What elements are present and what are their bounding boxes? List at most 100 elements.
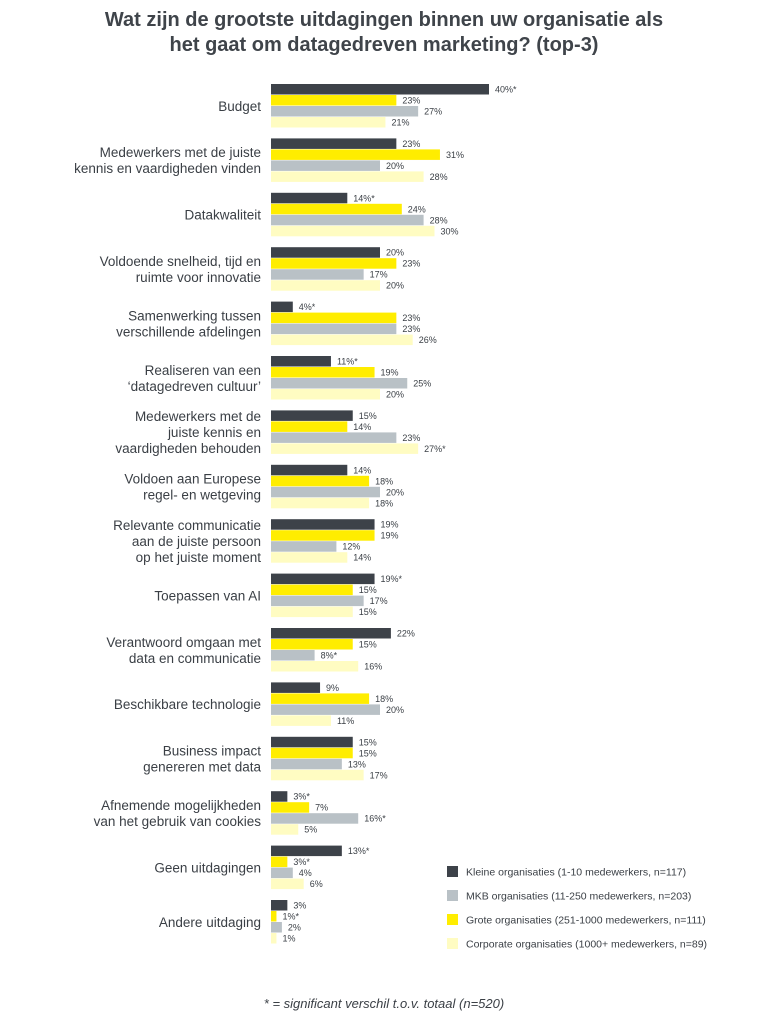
legend-swatch-3 — [447, 890, 458, 901]
bar-4-cat-14 — [271, 824, 299, 835]
value-label-2-cat-10: 15% — [359, 585, 377, 595]
value-label-1-cat-2: 23% — [402, 139, 420, 149]
bar-2-cat-14 — [271, 802, 310, 813]
value-label-1-cat-16: 3% — [293, 901, 306, 911]
value-label-1-cat-12: 9% — [326, 683, 339, 693]
value-label-2-cat-9: 19% — [381, 531, 399, 541]
bar-2-cat-8 — [271, 475, 370, 487]
bar-2-cat-2 — [271, 149, 440, 160]
bar-4-cat-6 — [271, 389, 380, 400]
bar-3-cat-14 — [271, 813, 359, 824]
category-label-12: Beschikbare technologie — [114, 697, 261, 712]
value-label-3-cat-13: 13% — [348, 759, 366, 769]
value-label-2-cat-8: 18% — [375, 476, 393, 486]
bar-3-cat-12 — [271, 704, 380, 715]
bar-2-cat-13 — [271, 747, 353, 759]
value-label-4-cat-11: 16% — [364, 662, 382, 672]
value-label-1-cat-8: 14% — [353, 465, 371, 475]
category-label-16: Andere uitdaging — [159, 915, 261, 930]
legend-swatch-1 — [447, 866, 458, 877]
value-label-3-cat-2: 20% — [386, 161, 404, 171]
bar-2-cat-12 — [271, 693, 370, 704]
bar-2-cat-10 — [271, 584, 353, 596]
bar-2-cat-9 — [271, 530, 375, 541]
bar-3-cat-10 — [271, 595, 364, 607]
value-label-2-cat-2: 31% — [446, 150, 464, 160]
value-label-2-cat-5: 23% — [402, 313, 420, 323]
chart-title: Wat zijn de grootste uitdagingen binnen … — [0, 8, 768, 58]
bar-1-cat-16 — [271, 900, 288, 911]
value-label-4-cat-7: 27%* — [424, 444, 446, 454]
bar-3-cat-9 — [271, 541, 337, 552]
bar-3-cat-13 — [271, 758, 342, 770]
bar-3-cat-15 — [271, 867, 293, 879]
bar-1-cat-3 — [271, 192, 348, 204]
bar-4-cat-10 — [271, 606, 353, 618]
value-label-1-cat-6: 11%* — [337, 357, 358, 367]
bar-4-cat-16 — [271, 933, 277, 944]
bar-1-cat-6 — [271, 356, 331, 367]
bar-4-cat-12 — [271, 715, 331, 726]
value-label-3-cat-10: 17% — [370, 596, 388, 606]
bar-3-cat-7 — [271, 432, 397, 443]
bar-4-cat-4 — [271, 280, 380, 291]
bar-2-cat-5 — [271, 312, 397, 324]
bar-3-cat-3 — [271, 214, 424, 226]
bar-1-cat-8 — [271, 464, 348, 476]
value-label-4-cat-9: 14% — [353, 553, 371, 563]
legend-label-3: MKB organisaties (11-250 medewerkers, n=… — [466, 891, 691, 903]
bar-2-cat-7 — [271, 421, 348, 432]
bar-3-cat-6 — [271, 378, 408, 389]
value-label-4-cat-5: 26% — [419, 335, 437, 345]
value-label-2-cat-13: 15% — [359, 748, 377, 758]
value-label-1-cat-5: 4%* — [299, 302, 316, 312]
value-label-4-cat-2: 28% — [430, 172, 448, 182]
value-label-1-cat-15: 13%* — [348, 846, 370, 856]
bar-3-cat-11 — [271, 650, 315, 661]
category-label-3: Datakwaliteit — [184, 208, 261, 223]
value-label-3-cat-9: 12% — [342, 542, 360, 552]
legend-swatch-2 — [447, 914, 458, 925]
value-label-2-cat-11: 15% — [359, 640, 377, 650]
bar-4-cat-7 — [271, 443, 419, 454]
value-label-2-cat-12: 18% — [375, 694, 393, 704]
bar-2-cat-15 — [271, 856, 288, 868]
value-label-3-cat-5: 23% — [402, 324, 420, 334]
bar-1-cat-4 — [271, 247, 380, 258]
value-label-2-cat-15: 3%* — [293, 857, 310, 867]
value-label-3-cat-11: 8%* — [321, 651, 338, 661]
bar-2-cat-16 — [271, 911, 277, 922]
legend-label-2: Grote organisaties (251-1000 medewerkers… — [466, 915, 706, 927]
value-label-1-cat-9: 19% — [381, 520, 399, 530]
value-label-4-cat-10: 15% — [359, 607, 377, 617]
value-label-3-cat-7: 23% — [402, 433, 420, 443]
bar-4-cat-11 — [271, 661, 359, 672]
value-label-1-cat-3: 14%* — [353, 193, 375, 203]
legend-swatch-4 — [447, 938, 458, 949]
value-label-3-cat-6: 25% — [413, 379, 431, 389]
bar-2-cat-11 — [271, 639, 353, 650]
category-label-1: Budget — [218, 99, 261, 114]
legend-label-1: Kleine organisaties (1-10 medewerkers, n… — [466, 867, 686, 879]
category-labels-group: Budget Medewerkers met de juiste kennis en… — [74, 99, 261, 930]
value-label-2-cat-16: 1%* — [282, 912, 299, 922]
bar-2-cat-1 — [271, 95, 397, 106]
value-label-3-cat-1: 27% — [424, 107, 442, 117]
bar-3-cat-8 — [271, 486, 380, 498]
value-label-3-cat-4: 17% — [370, 270, 388, 280]
bar-1-cat-15 — [271, 845, 342, 857]
category-label-15: Geen uitdagingen — [154, 860, 261, 875]
value-label-2-cat-7: 14% — [353, 422, 371, 432]
bar-3-cat-5 — [271, 323, 397, 335]
value-label-3-cat-3: 28% — [430, 215, 448, 225]
category-label-8: Voldoen aan Europese regel- en wetgeving — [124, 472, 261, 503]
bar-1-cat-11 — [271, 628, 391, 639]
category-label-13: Business impact genereren met data — [143, 744, 261, 775]
bar-1-cat-14 — [271, 791, 288, 802]
value-label-1-cat-14: 3%* — [293, 792, 310, 802]
value-label-3-cat-14: 16%* — [364, 814, 386, 824]
chart-title-line-2: het gaat om datagedreven marketing? (top… — [169, 34, 599, 56]
bar-1-cat-10 — [271, 573, 375, 585]
bar-1-cat-2 — [271, 138, 397, 149]
